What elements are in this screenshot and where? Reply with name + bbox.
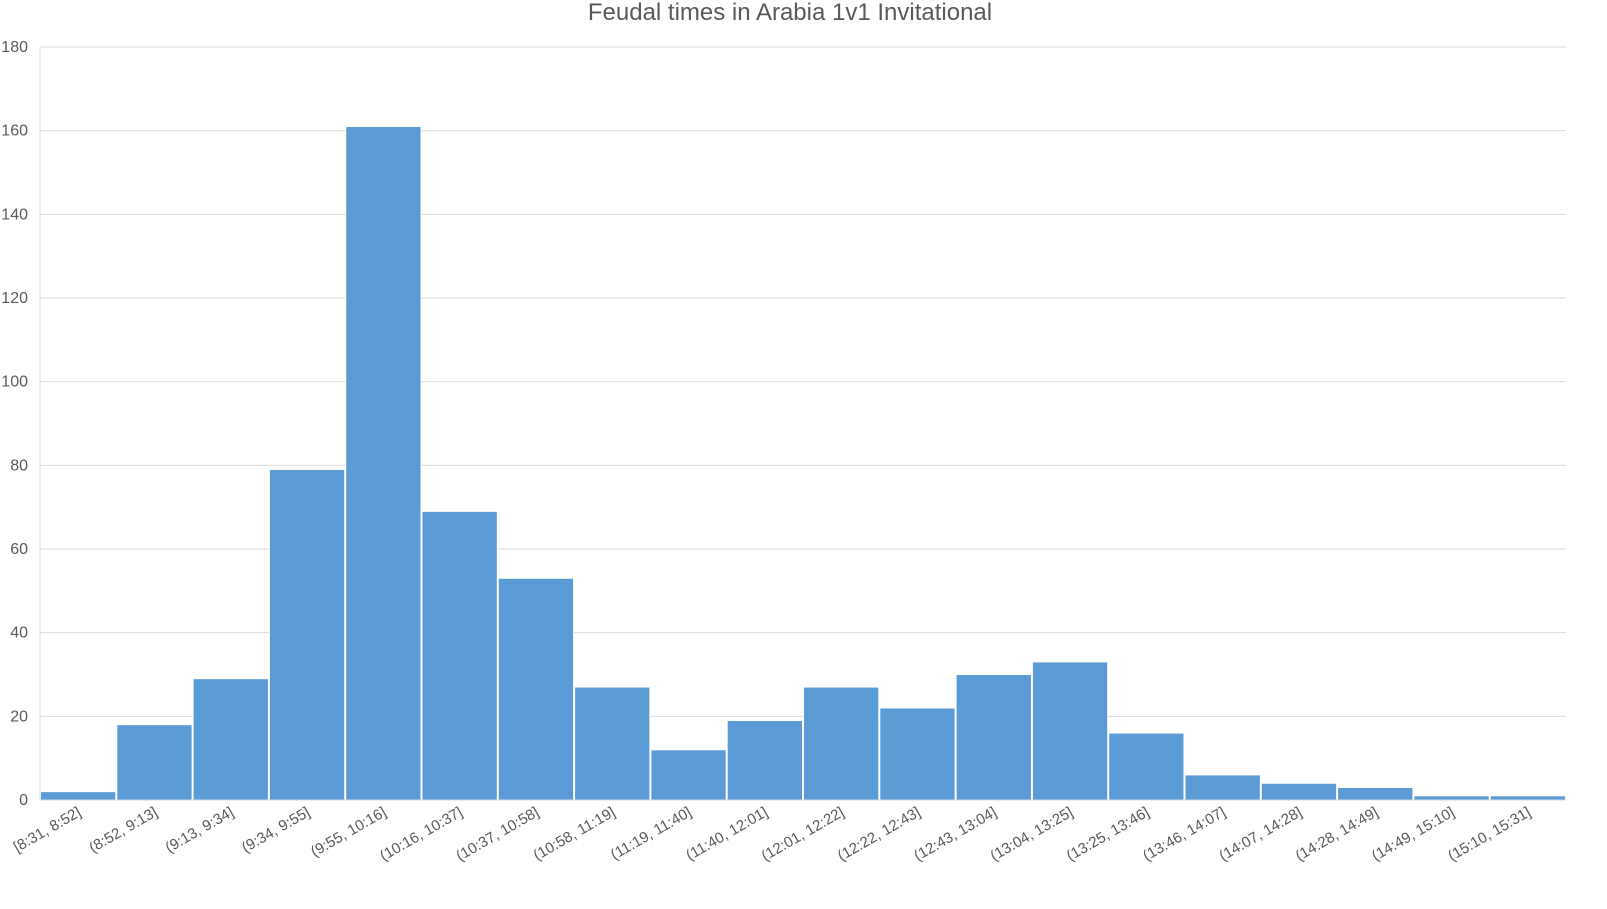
x-tick-label: (11:19, 11:40] [608, 804, 695, 864]
x-tick-label: (10:37, 10:58] [453, 804, 542, 865]
y-tick-label: 0 [19, 792, 28, 809]
x-tick-labels: [8:31, 8:52] (8:52, 9:13] (9:13, 9:34] (9:3… [11, 804, 1534, 865]
y-tick-label: 20 [10, 708, 28, 725]
bar [40, 791, 117, 801]
bar [879, 707, 956, 801]
chart-title: Feudal times in Arabia 1v1 Invitational [588, 0, 992, 26]
bar [421, 510, 498, 801]
bar [1489, 795, 1566, 801]
x-tick-label: (13:46, 14:07] [1140, 804, 1229, 865]
x-tick-label: (13:04, 13:25] [987, 804, 1076, 865]
bar [726, 720, 804, 801]
bar [574, 686, 651, 801]
x-tick-label: (8:52, 9:13] [86, 804, 160, 857]
bar [345, 125, 422, 801]
bar [1337, 786, 1414, 801]
x-tick-label: (10:16, 10:37] [377, 804, 466, 865]
bar [650, 749, 727, 801]
x-tick-label: (12:22, 12:43] [835, 804, 924, 865]
x-tick-label: (14:49, 15:10] [1369, 804, 1458, 865]
x-tick-label: (9:13, 9:34] [163, 804, 237, 857]
bar [1413, 795, 1490, 801]
y-tick-label: 120 [1, 290, 28, 307]
bar [1031, 661, 1109, 801]
x-tick-label: (15:10, 15:31] [1445, 804, 1534, 865]
x-tick-label: (12:43, 13:04] [911, 804, 1000, 865]
bar [268, 469, 346, 801]
y-tick-label: 180 [1, 39, 28, 56]
y-tick-labels: 0 20 40 60 80 100 120 140 160 180 [1, 39, 28, 809]
bar [803, 686, 880, 801]
y-tick-label: 60 [10, 541, 28, 558]
x-tick-label: [8:31, 8:52] [11, 804, 85, 856]
x-tick-label: (14:28, 14:49] [1293, 804, 1382, 865]
y-tick-label: 40 [10, 625, 28, 642]
x-tick-label: (11:40, 12:01] [683, 804, 771, 864]
y-tick-label: 100 [1, 374, 28, 391]
y-tick-label: 140 [1, 206, 28, 223]
y-tick-label: 160 [1, 123, 28, 140]
bar [1260, 782, 1338, 801]
bar [497, 577, 575, 801]
bar [116, 724, 193, 801]
axes [39, 47, 1566, 801]
bar [1108, 732, 1185, 801]
bar [192, 678, 269, 801]
bar [1184, 774, 1261, 801]
x-tick-label: (9:34, 9:55] [239, 804, 313, 857]
x-tick-label: (10:58, 11:19] [531, 804, 619, 864]
x-tick-label: (14:07, 14:28] [1216, 804, 1305, 865]
y-tick-label: 80 [10, 457, 28, 474]
x-tick-label: (12:01, 12:22] [758, 804, 847, 865]
bars [40, 125, 1566, 801]
x-tick-label: (13:25, 13:46] [1064, 804, 1153, 865]
bar [955, 674, 1032, 801]
